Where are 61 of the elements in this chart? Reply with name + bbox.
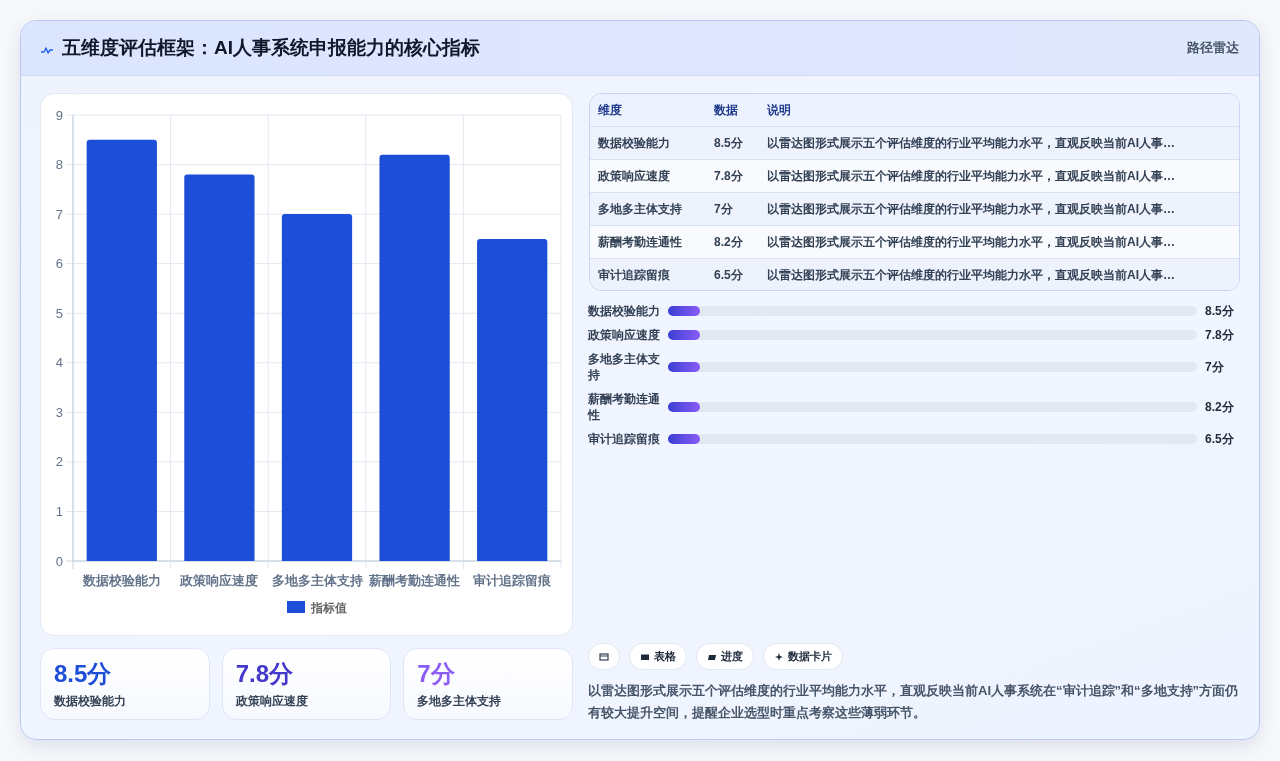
y-tick-label: 4	[55, 355, 63, 371]
bar	[86, 139, 157, 561]
text: 薪酬考勤连通性	[598, 234, 682, 251]
bar	[281, 214, 353, 561]
text: 五维度评估框架：AI人事系统申报能力的核心指标	[62, 36, 480, 60]
text: 以雷达图形式展示五个评估维度的行业平均能力水平，直观反映当前AI人事…	[767, 267, 1175, 284]
text: 维度	[598, 102, 622, 119]
bar	[379, 154, 450, 561]
text: 8.2分	[1205, 399, 1234, 415]
y-tick-label: 0	[55, 553, 63, 569]
text: 数据校验能力	[598, 135, 670, 152]
y-tick-label: 8	[55, 157, 63, 173]
text: 多地多主体支持	[598, 201, 682, 218]
legend-label: 指标值	[310, 600, 347, 615]
bar	[184, 174, 255, 561]
text: 7.8分	[1205, 327, 1234, 343]
text: 审计追踪留痕	[598, 267, 670, 284]
text: 数据校验能力	[54, 693, 126, 709]
y-tick-label: 2	[55, 454, 63, 470]
text: 以雷达图形式展示五个评估维度的行业平均能力水平，直观反映当前AI人事…	[767, 201, 1175, 218]
text: 6.5分	[714, 267, 743, 284]
text: 多地多主体支持	[417, 693, 502, 709]
text: 7.8分	[235, 659, 294, 689]
x-tick-label: 数据校验能力	[81, 573, 161, 588]
y-tick-label: 9	[55, 107, 63, 123]
text: 6.5分	[1205, 431, 1234, 447]
text: 政策响应速度	[598, 168, 670, 185]
y-tick-label: 5	[55, 305, 63, 321]
text: 审计追踪留痕	[588, 431, 661, 447]
x-tick-label: 政策响应速度	[179, 573, 259, 588]
text: 数据	[714, 102, 738, 119]
y-tick-label: 1	[55, 503, 63, 519]
text: 以雷达图形式展示五个评估维度的行业平均能力水平，直观反映当前AI人事系统在“审计追踪”和“多地支持”方面仍有较大提升空间，提醒企业选型时重点考察这些薄弱环节。	[588, 682, 1239, 722]
text: 7分	[714, 201, 733, 218]
text: 政策响应速度	[235, 693, 308, 709]
text: 说明	[767, 102, 791, 119]
text: 7.8分	[714, 168, 743, 185]
text: 以雷达图形式展示五个评估维度的行业平均能力水平，直观反映当前AI人事…	[767, 135, 1175, 152]
y-tick-label: 7	[55, 206, 63, 222]
text: 数据卡片	[788, 649, 832, 664]
text: 数据校验能力	[588, 303, 661, 319]
text: 薪酬考勤连通性	[588, 391, 661, 423]
y-tick-label: 3	[55, 404, 63, 420]
text: 8.5分	[714, 135, 743, 152]
x-tick-label: 多地多主体支持	[271, 573, 363, 588]
text: 多地多主体支持	[588, 351, 661, 383]
text: 表格	[654, 649, 676, 664]
bar	[477, 238, 548, 561]
text: 政策响应速度	[588, 327, 661, 343]
text: 8.5分	[1205, 303, 1234, 319]
text: 以雷达图形式展示五个评估维度的行业平均能力水平，直观反映当前AI人事…	[767, 168, 1175, 185]
text: 以雷达图形式展示五个评估维度的行业平均能力水平，直观反映当前AI人事…	[767, 234, 1175, 251]
text: 8.5分	[54, 659, 112, 689]
x-tick-label: 审计追踪留痕	[473, 573, 553, 588]
text: 路径雷达	[1187, 39, 1239, 57]
text: 8.2分	[714, 234, 743, 251]
y-tick-label: 6	[55, 256, 63, 272]
x-tick-label: 薪酬考勤连通性	[368, 573, 461, 588]
text: 7分	[417, 659, 455, 689]
text: 7分	[1205, 359, 1224, 375]
text: 进度	[721, 649, 743, 664]
